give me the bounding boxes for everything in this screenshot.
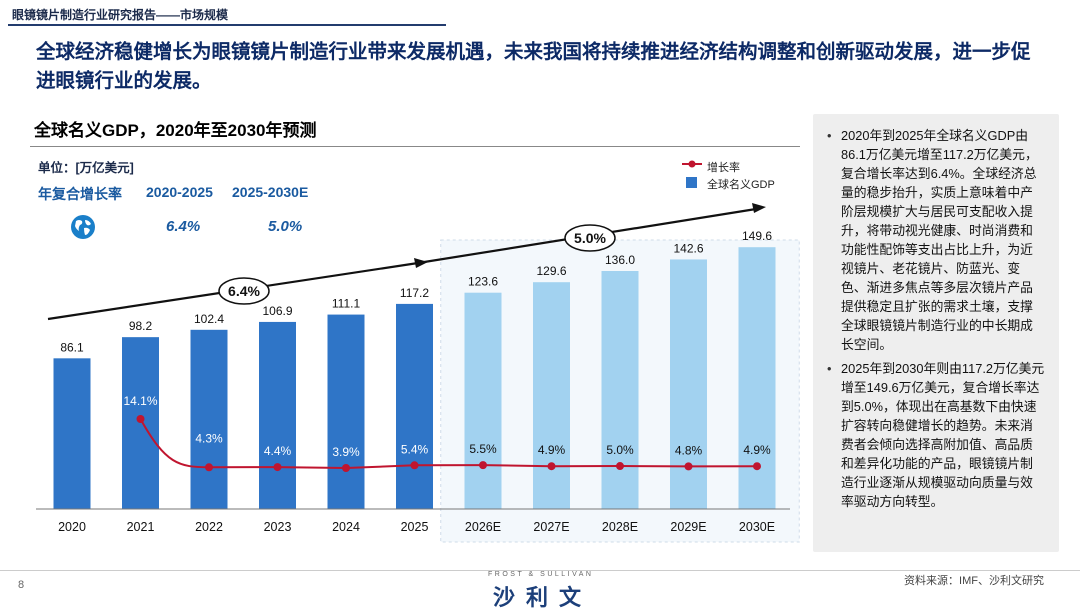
commentary-point-1: 2020年到2025年全球名义GDP由86.1万亿美元增至117.2万亿美元，复… — [827, 126, 1045, 354]
cagr-annotation-2020-2025: 6.4% — [228, 283, 260, 299]
growth-rate-line — [139, 418, 758, 470]
growth-point-2022 — [205, 463, 213, 472]
page-number: 8 — [18, 579, 25, 591]
page-headline: 全球经济稳健增长为眼镜镜片制造行业带来发展机遇，未来我国将持续推进经济结构调整和… — [36, 41, 1031, 92]
cagr-badge-2020-2025 — [218, 277, 270, 305]
growth-label-2025: 5.4% — [401, 442, 429, 456]
x-tick-2024: 2024 — [332, 520, 360, 534]
growth-point-2026E — [479, 461, 487, 470]
growth-point-2024 — [342, 464, 350, 472]
x-tick-2030E: 2030E — [739, 520, 775, 534]
x-tick-2020: 2020 — [58, 520, 86, 534]
bar-2027E — [533, 282, 570, 509]
growth-point-2025 — [410, 461, 419, 470]
logo-subtitle: FROST & SULLIVAN — [488, 571, 594, 578]
bar-2029E — [670, 259, 707, 509]
bar-value-2030E: 149.6 — [742, 229, 772, 243]
bar-2023 — [259, 321, 296, 509]
growth-label-2021: 14.1% — [123, 394, 157, 408]
cagr-period-2: 2025-2030E — [232, 184, 309, 200]
growth-label-2024: 3.9% — [332, 445, 360, 459]
bar-2026E — [464, 292, 502, 509]
bar-2025 — [396, 303, 433, 509]
growth-label-2030E: 4.9% — [743, 443, 771, 457]
header-divider — [8, 24, 446, 26]
legend-growth-label: 增长率 — [707, 162, 740, 174]
cagr-value-2: 5.0% — [268, 218, 303, 235]
legend-gdp-swatch — [686, 177, 697, 188]
legend-gdp-label: 全球名义GDP — [707, 179, 775, 191]
gdp-chart: 86.1 2020 98.2 2021 102.4 2022 106.9 2023 111.1 2… — [36, 160, 800, 543]
chart-title-divider — [30, 146, 800, 147]
growth-point-2030E — [753, 462, 761, 471]
growth-label-2026E: 5.5% — [469, 442, 497, 456]
x-tick-2028E: 2028E — [602, 520, 638, 534]
report-title: 眼镜镜片制造行业研究报告——市场规模 — [12, 8, 229, 22]
bar-2028E — [601, 271, 639, 509]
growth-label-2023: 4.4% — [264, 444, 292, 458]
cagr-label: 年复合增长率 — [38, 186, 122, 202]
growth-point-2027E — [547, 462, 556, 471]
globe-icon — [71, 215, 95, 239]
cagr-badge-2025-2030 — [564, 224, 616, 252]
growth-point-2021 — [136, 415, 145, 423]
growth-label-2027E: 4.9% — [538, 443, 566, 457]
bar-value-2024: 111.1 — [332, 297, 361, 311]
unit-label: 单位：[万亿美元] — [38, 161, 134, 175]
growth-label-2022: 4.3% — [195, 431, 223, 445]
growth-point-2029E — [684, 462, 693, 471]
bar-value-2022: 102.4 — [194, 312, 224, 326]
bar-2020 — [53, 358, 91, 509]
top-bar: 眼镜镜片制造行业研究报告——市场规模 — [0, 0, 1080, 26]
bar-value-2028E: 136.0 — [605, 253, 635, 267]
trend-arrowhead-2025-2030 — [752, 203, 766, 213]
bar-value-2020: 86.1 — [60, 340, 84, 354]
bar-2024 — [327, 314, 365, 509]
x-tick-2029E: 2029E — [670, 520, 706, 534]
cagr-value-1: 6.4% — [166, 218, 201, 235]
x-tick-2025: 2025 — [401, 520, 429, 534]
bar-value-2023: 106.9 — [262, 304, 292, 318]
x-tick-2022: 2022 — [195, 520, 223, 534]
commentary-panel: 2020年到2025年全球名义GDP由86.1万亿美元增至117.2万亿美元，复… — [813, 114, 1059, 552]
growth-point-2028E — [616, 462, 624, 471]
source-note: 资料来源：IMF、沙利文研究 — [904, 575, 1044, 587]
bar-2021 — [122, 337, 159, 509]
bar-value-2021: 98.2 — [129, 319, 153, 333]
bar-value-2026E: 123.6 — [468, 275, 498, 289]
x-tick-2026E: 2026E — [465, 520, 501, 534]
bar-value-2029E: 142.6 — [673, 241, 703, 255]
x-tick-2021: 2021 — [127, 520, 155, 534]
chart-title: 全球名义GDP，2020年至2030年预测 — [34, 121, 317, 140]
cagr-annotation-2025-2030: 5.0% — [574, 230, 606, 246]
cagr-period-1: 2020-2025 — [146, 184, 213, 200]
growth-point-2023 — [273, 463, 282, 472]
bar-value-2025: 117.2 — [400, 286, 429, 300]
bar-2022 — [190, 329, 228, 509]
footer-divider — [0, 570, 1080, 571]
x-tick-2027E: 2027E — [533, 520, 569, 534]
bar-value-2027E: 129.6 — [536, 264, 566, 278]
commentary-point-2: 2025年到2030年则由117.2万亿美元增至149.6万亿美元，复合增长率达… — [827, 359, 1045, 511]
growth-label-2028E: 5.0% — [606, 443, 634, 457]
growth-label-2029E: 4.8% — [675, 443, 703, 457]
x-tick-2023: 2023 — [264, 520, 292, 534]
legend-growth-marker — [688, 160, 696, 168]
frost-sullivan-logo: 沙利文 — [493, 585, 593, 611]
